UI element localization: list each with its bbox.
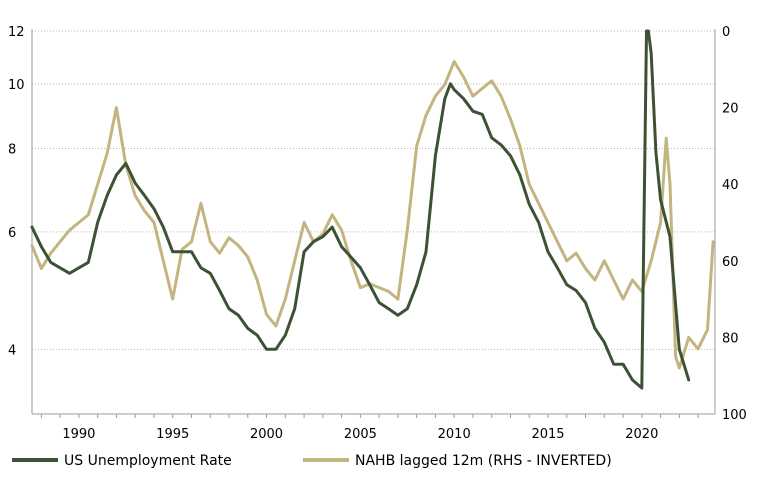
- right-tick-label: 20: [722, 102, 739, 117]
- legend-label: US Unemployment Rate: [64, 453, 232, 469]
- x-tick-label: 1990: [62, 427, 95, 442]
- nahb-lagged-line: [30, 60, 715, 370]
- right-axis-ticks: 0 20 40 60 80 100: [722, 25, 747, 423]
- x-tick-label: 2015: [531, 427, 564, 442]
- legend: US Unemployment Rate NAHB lagged 12m (RHS…: [12, 453, 612, 469]
- x-tick-label: 2000: [250, 427, 283, 442]
- x-tick-label: 2020: [625, 427, 658, 442]
- right-tick-label: 60: [722, 255, 739, 270]
- axes: [31, 29, 716, 415]
- series-lines: [30, 29, 715, 390]
- legend-label: NAHB lagged 12m (RHS - INVERTED): [355, 453, 612, 469]
- x-tick-label: 1995: [156, 427, 189, 442]
- left-axis-ticks: 4 6 8 10 12: [8, 25, 25, 358]
- left-tick-label: 12: [8, 25, 25, 40]
- left-tick-label: 4: [8, 343, 16, 358]
- left-tick-label: 8: [8, 142, 16, 157]
- left-tick-label: 6: [8, 226, 16, 241]
- unemployment-rate-line: [30, 29, 691, 390]
- x-axis-ticks: 1990 1995 2000 2005 2010 2015 2020: [40, 414, 699, 442]
- left-tick-label: 10: [8, 78, 25, 93]
- right-tick-label: 80: [722, 331, 739, 346]
- x-tick-label: 2010: [438, 427, 471, 442]
- right-tick-label: 0: [722, 25, 730, 40]
- right-tick-label: 100: [722, 408, 747, 423]
- x-tick-label: 2005: [344, 427, 377, 442]
- right-tick-label: 40: [722, 178, 739, 193]
